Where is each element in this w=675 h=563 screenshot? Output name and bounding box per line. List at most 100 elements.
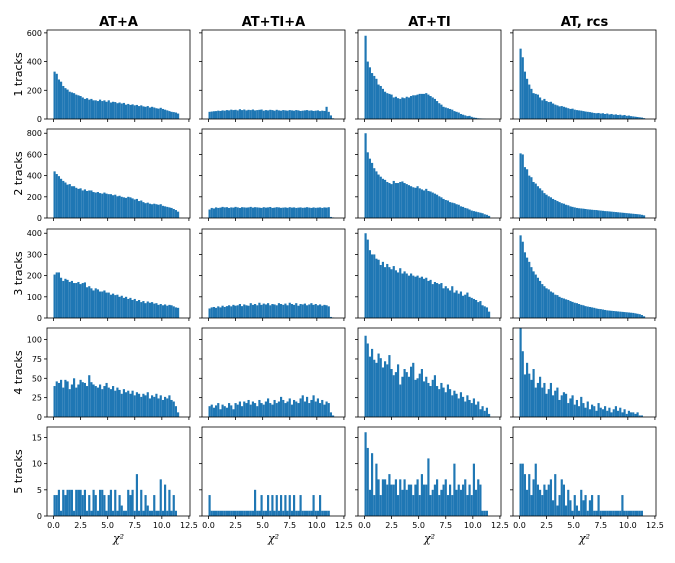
histogram-bar [475, 404, 478, 417]
x-tick-label: 0.0 [202, 521, 215, 530]
histogram-bar [103, 386, 106, 417]
histogram-bar [423, 484, 426, 516]
histogram-bar [174, 510, 177, 516]
histogram-bar [414, 379, 417, 417]
histogram-bar [90, 98, 93, 119]
histogram-bar [148, 398, 151, 417]
histogram-bar [267, 303, 270, 318]
panel-frame [512, 29, 657, 120]
histogram-bar [481, 510, 484, 516]
histogram-bar [436, 479, 439, 516]
histogram-bar [92, 384, 95, 417]
histogram-bar [479, 212, 482, 218]
histogram-bar [425, 93, 428, 119]
histogram-bar [638, 314, 641, 318]
histogram-bar [94, 100, 97, 119]
histogram-bar [103, 495, 106, 516]
histogram-bar [164, 109, 167, 119]
histogram-bar [588, 112, 591, 119]
histogram-bar [217, 306, 220, 318]
histogram-bar [308, 304, 311, 318]
histogram-bar [536, 186, 539, 218]
histogram-bar [316, 110, 319, 119]
histogram-bar [556, 295, 559, 318]
histogram-bar [597, 112, 600, 119]
histogram-bar [306, 207, 309, 218]
histogram-bar [543, 193, 546, 218]
histogram-bar [96, 387, 99, 417]
histogram-bar [273, 207, 276, 218]
histogram-bar [94, 386, 97, 417]
histogram-bar [101, 101, 104, 119]
histogram-bar [379, 176, 382, 218]
histogram-bar [125, 197, 128, 218]
histogram-bar [212, 111, 215, 119]
panel-frame [201, 327, 346, 418]
histogram-bar [608, 114, 611, 119]
histogram-bar [325, 106, 328, 119]
histogram-bar [623, 212, 626, 218]
histogram-bar [251, 207, 254, 218]
histogram-bar [569, 398, 572, 417]
histogram-bar [131, 299, 134, 318]
histogram-bar [366, 61, 369, 119]
histogram-bar [468, 484, 471, 516]
histogram-bar [282, 110, 285, 119]
histogram-bar [299, 207, 302, 218]
histogram-bar [397, 183, 400, 218]
histogram-bar [373, 254, 376, 318]
histogram-bar [539, 97, 542, 119]
histogram-bar [416, 94, 419, 119]
histogram-bar [604, 211, 607, 218]
x-tick-label: 12.5 [646, 521, 664, 530]
histogram-bar [397, 98, 400, 119]
histogram-bar [371, 162, 374, 218]
histogram-bar [299, 110, 302, 119]
histogram-bar [164, 484, 167, 516]
histogram-bar [131, 489, 134, 516]
histogram-bar [306, 110, 309, 119]
histogram-bar [329, 316, 332, 318]
histogram-bar [571, 108, 574, 119]
histogram-bar [481, 406, 484, 417]
histogram-bar [256, 406, 259, 417]
histogram-bar [70, 186, 73, 218]
histogram-bar [485, 510, 488, 516]
y-tick-label: 5 [37, 486, 42, 495]
x-tick-label: 12.5 [491, 521, 509, 530]
histogram-bar [151, 510, 154, 516]
histogram-bar [444, 199, 447, 218]
histogram-bar [558, 495, 561, 516]
histogram-bar [446, 288, 449, 318]
histogram-bar [223, 306, 226, 318]
histogram-bar [275, 207, 278, 218]
histogram-bar [332, 415, 335, 417]
histogram-bar [455, 290, 458, 318]
histogram-bar [284, 403, 287, 417]
histogram-bar [436, 283, 439, 318]
row-label-4-tracks: 4 tracks [12, 350, 25, 394]
histogram-bar [174, 112, 177, 119]
histogram-bar [228, 510, 231, 516]
histogram-bar [116, 103, 119, 119]
histogram-bar [306, 305, 309, 318]
histogram-bar [86, 98, 89, 119]
histogram-bar [392, 484, 395, 516]
histogram-bar [151, 302, 154, 318]
histogram-bar [431, 97, 434, 119]
histogram-bar [584, 208, 587, 218]
histogram-bar [462, 206, 465, 219]
histogram-bar [392, 180, 395, 218]
histogram-bar [256, 305, 259, 318]
histogram-bar [219, 110, 222, 119]
histogram-bar [464, 207, 467, 218]
histogram-bar [225, 407, 228, 417]
histogram-bar [236, 110, 239, 119]
histogram-bar [127, 103, 130, 119]
histogram-bar [547, 389, 550, 417]
histogram-bar [436, 194, 439, 218]
histogram-bar [219, 510, 222, 516]
histogram-bar [565, 204, 568, 218]
panel-at-a-5-tracks: 0 5 10 15 0.0 2.5 5.0 7.5 10.0 12.5 χ² [32, 426, 198, 545]
histogram-bar [230, 306, 233, 318]
